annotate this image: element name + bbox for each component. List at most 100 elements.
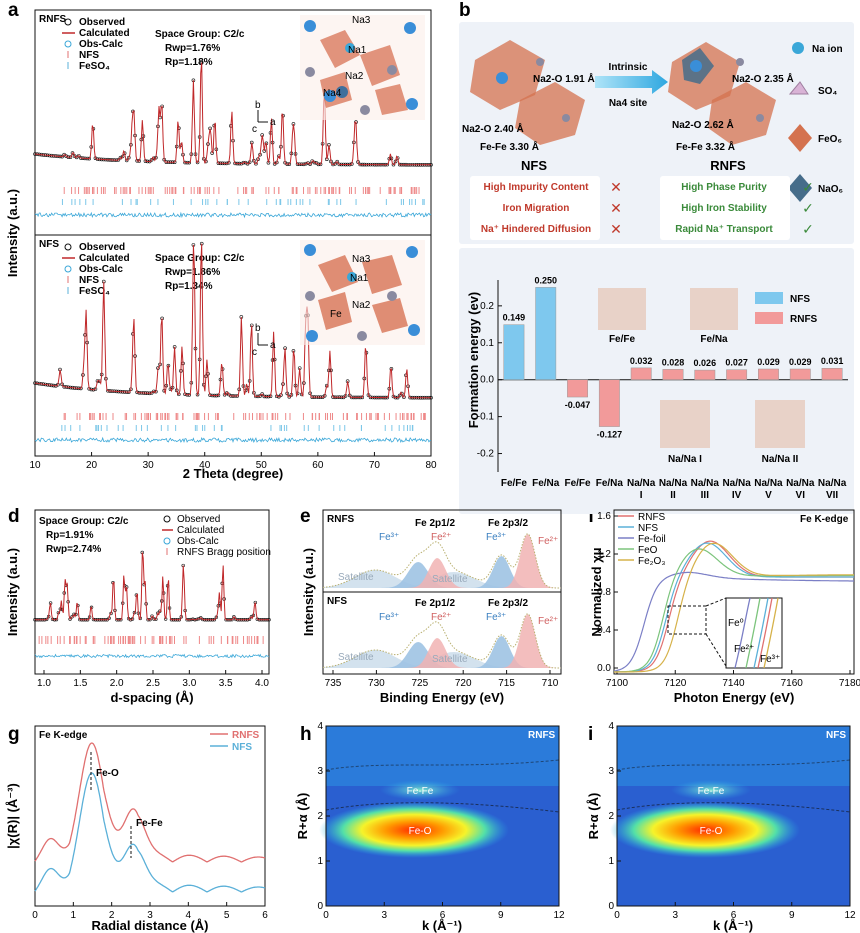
- bar-value-label: 0.032: [630, 356, 653, 366]
- legend-label: RNFS: [232, 730, 260, 741]
- panel-i-xlabel: k (Å⁻¹): [713, 918, 753, 933]
- map-xtick-label: 12: [844, 910, 856, 921]
- difference-curve: [34, 653, 270, 659]
- panel-a-ylabel: Intensity (a.u.): [5, 189, 20, 277]
- bar: [694, 369, 716, 380]
- advantage-label: Rapid Na⁺ Transport: [675, 224, 773, 235]
- fe2-peak: [323, 534, 561, 588]
- map-xtick-label: 3: [672, 910, 678, 921]
- panel-g-xlabel: Radial distance (Å): [91, 918, 208, 933]
- fe2-peak: [323, 558, 561, 588]
- nfs-bond-label: Fe-Fe 3.30 Å: [480, 140, 539, 153]
- peak-label: Fe 2p1/2: [415, 598, 455, 609]
- category-label: III: [701, 490, 710, 501]
- fe2o3-curve: [614, 542, 855, 673]
- panel-h: RNFS Fe-Fe Fe-O R+α (Å) k (Å⁻¹) 0 3 6 9 1243…: [295, 721, 565, 933]
- map-xtick-label: 9: [789, 910, 795, 921]
- panel-a-bottom-crystal: Na3 Na1 Fe Na2: [300, 240, 425, 345]
- panel-c-legend: NFS RNFS: [755, 292, 818, 325]
- map-xtick-label: 0: [614, 910, 620, 921]
- category-label: Na/Na: [818, 478, 847, 489]
- cross-icon: ✕: [610, 200, 622, 216]
- svg-text:NaO₆: NaO₆: [818, 184, 843, 195]
- panel-a-bottom-axes: b c a: [252, 323, 276, 358]
- category-label: Fe/Fe: [501, 478, 528, 489]
- panel-g-xtick-label: 6: [262, 910, 268, 921]
- panel-label-i: i: [588, 724, 593, 745]
- svg-text:Intrinsic: Intrinsic: [609, 62, 648, 73]
- svg-text:b: b: [255, 100, 261, 111]
- legend-label: Calculated: [79, 253, 130, 264]
- map-ytick-label: 3: [608, 766, 614, 777]
- observed-point: [199, 616, 203, 620]
- panel-f-y-tick-label: 1.6: [597, 511, 611, 522]
- bar-value-label: 0.027: [725, 358, 748, 368]
- panel-a-top-crystal: Na3 Na1 Na2 Na4: [300, 15, 425, 120]
- site-label: Na1: [350, 273, 369, 284]
- panel-c-insets: Fe/Fe Fe/Na Na/Na I Na/Na II: [598, 288, 805, 465]
- map-label: Fe-O: [409, 826, 432, 837]
- legend-label: NFS: [232, 742, 252, 753]
- category-label: IV: [732, 490, 742, 501]
- panel-c: Formation energy (ev) 0.20.10.0-0.1-0.20…: [459, 248, 854, 514]
- advantage-label: High Iron Stability: [681, 203, 767, 214]
- panel-d-rp: Rp=1.91%: [46, 530, 94, 541]
- inset-label: Fe⁰: [728, 618, 744, 629]
- panel-d: Intensity (a.u.) d-spacing (Å) Space Gro…: [5, 509, 271, 705]
- panel-c-ytick-label: -0.2: [477, 449, 495, 460]
- legend-label: Calculated: [79, 28, 130, 39]
- cross-icon: ✕: [610, 179, 622, 195]
- category-label: Fe/Na: [596, 478, 624, 489]
- panel-a-frame: [34, 9, 432, 457]
- inset-label: Na/Na II: [762, 454, 799, 465]
- panel-f-ylabel: Normalized χμ: [589, 547, 604, 636]
- fe2-peak: [323, 638, 561, 668]
- category-label: Na/Na: [722, 478, 751, 489]
- legend-label: RNFS Bragg position: [177, 547, 271, 558]
- observed-point: [304, 161, 308, 166]
- calculated-curve: [35, 552, 269, 621]
- category-label: I: [640, 490, 643, 501]
- panel-e-x-tick-label: 735: [325, 678, 342, 689]
- panel-label-b: b: [459, 0, 471, 21]
- panel-g-ylabel: |χ(R)| (Å⁻³): [5, 783, 20, 849]
- legend-label: NFS: [79, 50, 99, 61]
- panel-a-bottom-title: NFS: [39, 239, 59, 250]
- satellite-label: Satellite: [432, 654, 468, 665]
- panel-g-curves: [34, 742, 266, 893]
- rnfs-bond-label: Na2-O 2.62 Å: [672, 118, 734, 131]
- satellite-label: Satellite: [338, 572, 374, 583]
- rnfs-bond-label: Fe-Fe 3.32 Å: [676, 140, 735, 153]
- bar: [789, 368, 811, 380]
- category-label: Fe/Na: [532, 478, 560, 489]
- legend-marker-diff: [163, 537, 171, 545]
- panel-g-xtick-label: 4: [186, 910, 192, 921]
- inset-label: Fe/Fe: [609, 334, 636, 345]
- rnfs-curve: [34, 742, 266, 863]
- peak-label: Fe 2p3/2: [488, 598, 528, 609]
- panel-c-ytick-label: 0.0: [480, 375, 494, 386]
- panel-g: |χ(R)| (Å⁻³) Radial distance (Å) Fe K-ed…: [5, 725, 268, 933]
- observed-point: [70, 615, 74, 619]
- check-icon: ✓: [802, 221, 814, 237]
- panel-d-x-tick-label: 3.5: [219, 678, 233, 689]
- panel-g-frame: [34, 725, 266, 907]
- inset-structure: [660, 400, 710, 448]
- category-label: V: [765, 490, 772, 501]
- site-label: Na3: [352, 15, 371, 26]
- panel-b: Na2-O 1.91 Å Na2-O 2.40 Å Fe-Fe 3.30 Å N…: [459, 22, 854, 244]
- panel-g-legend: RNFS NFS: [210, 730, 260, 753]
- map-xtick-label: 12: [553, 910, 565, 921]
- map-ytick-label: 2: [317, 811, 323, 822]
- fe2-peak: [323, 614, 561, 668]
- panel-g-annotations: Fe-O Fe-Fe: [90, 752, 163, 858]
- panel-f-xtick-label: 7140: [722, 678, 745, 689]
- panel-d-x-tick-label: 3.0: [182, 678, 196, 689]
- legend-label: Fe-foil: [638, 534, 666, 545]
- map-ytick-label: 3: [317, 766, 323, 777]
- panel-e-xticks: 735 730 725 720 715 710: [325, 670, 559, 689]
